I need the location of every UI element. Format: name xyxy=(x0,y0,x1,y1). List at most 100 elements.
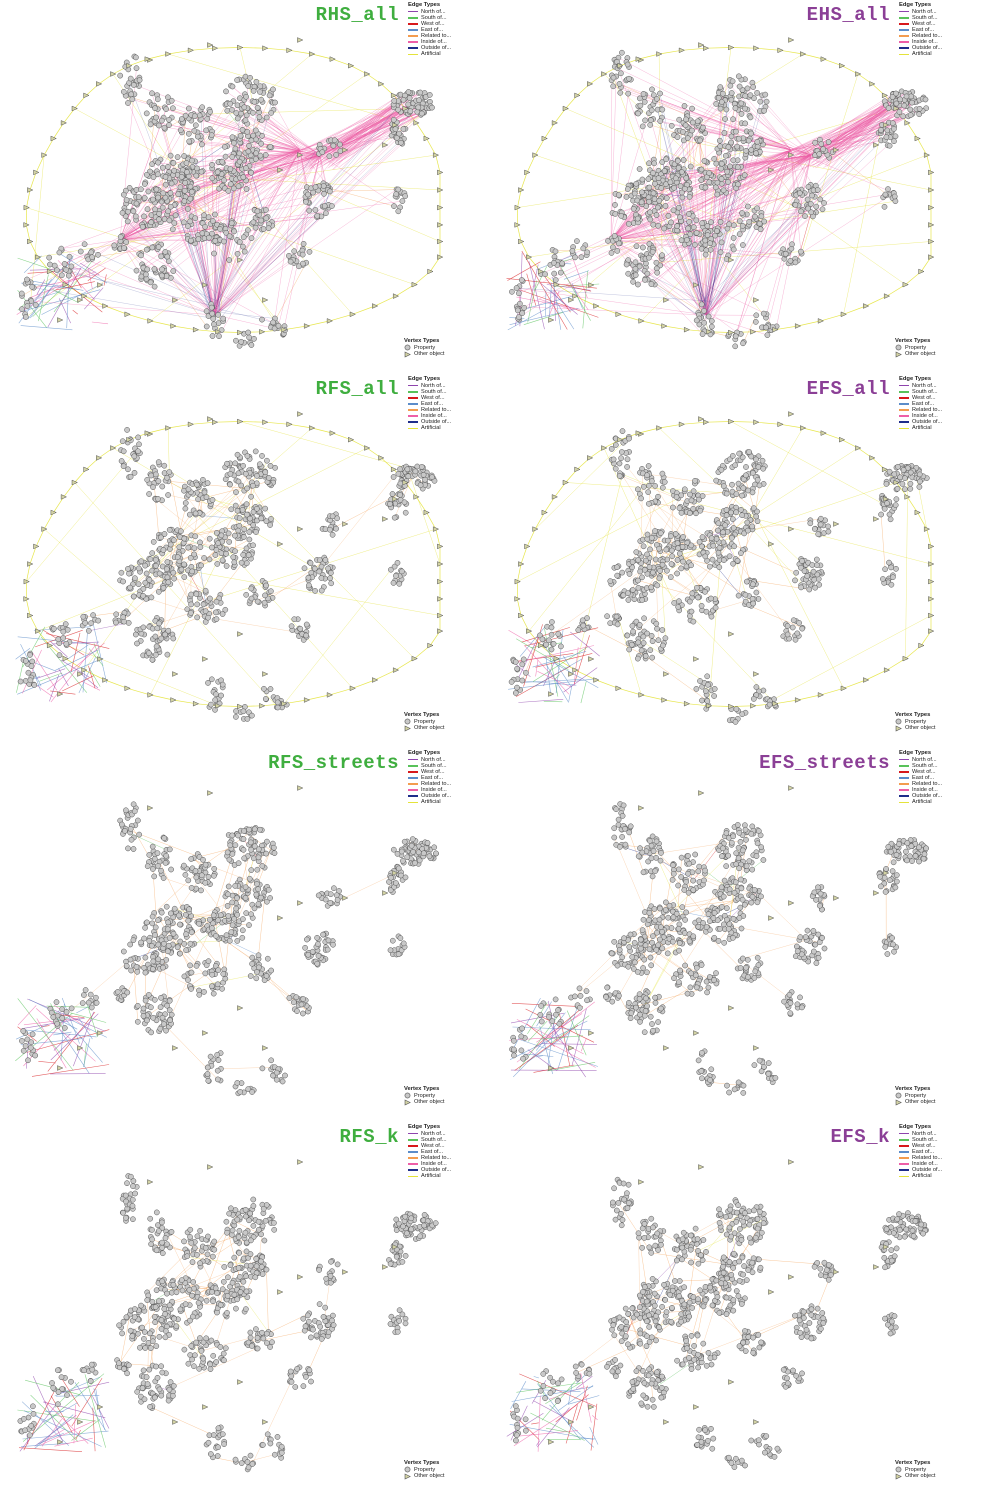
property-vertex xyxy=(138,252,144,259)
property-vertex xyxy=(674,557,681,563)
property-vertex xyxy=(705,313,712,320)
edge xyxy=(508,678,598,690)
edge xyxy=(705,314,768,336)
other-object-vertex xyxy=(71,479,79,486)
property-vertex xyxy=(572,254,578,261)
property-vertex xyxy=(752,319,759,325)
property-vertex xyxy=(233,337,239,344)
other-object-vertex xyxy=(423,509,430,516)
property-vertex xyxy=(254,505,260,512)
edge-legend-item: Artificial xyxy=(408,425,488,431)
property-vertex xyxy=(683,116,689,123)
edge xyxy=(143,154,321,270)
edge xyxy=(516,598,522,616)
property-vertex xyxy=(678,565,685,572)
property-vertex xyxy=(125,208,131,215)
property-vertex xyxy=(619,49,625,56)
graph-panel-rhs-all: RHS_all Edge Types North of... South of..… xyxy=(0,0,491,373)
edge xyxy=(211,206,323,319)
property-vertex xyxy=(95,617,102,624)
edge xyxy=(214,174,243,316)
edge xyxy=(84,287,104,310)
edge xyxy=(703,154,812,323)
property-vertex xyxy=(402,193,409,199)
property-vertex xyxy=(171,537,177,544)
property-vertex xyxy=(399,568,405,575)
edge xyxy=(214,127,397,316)
other-object-vertex xyxy=(615,311,622,318)
property-vertex xyxy=(675,204,682,211)
edge xyxy=(519,626,546,657)
property-vertex xyxy=(148,219,155,226)
property-vertex xyxy=(327,526,333,533)
property-vertex xyxy=(297,625,304,632)
property-vertex xyxy=(95,251,101,258)
property-vertex xyxy=(262,696,269,702)
edge xyxy=(214,189,397,316)
property-vertex xyxy=(248,595,255,602)
edge xyxy=(74,482,278,708)
edge xyxy=(15,647,31,660)
edge xyxy=(37,630,51,646)
edge xyxy=(907,122,918,139)
property-vertex xyxy=(639,189,645,196)
property-vertex xyxy=(401,499,408,506)
edge xyxy=(88,665,96,689)
property-vertex xyxy=(388,566,394,573)
property-vertex xyxy=(244,716,251,722)
property-vertex xyxy=(735,73,742,80)
property-vertex xyxy=(885,105,892,112)
other-object-vertex xyxy=(97,282,104,288)
property-vertex xyxy=(201,489,208,496)
property-vertex xyxy=(216,333,222,340)
edge xyxy=(232,119,262,138)
property-vertex xyxy=(610,456,617,463)
property-vertex xyxy=(668,533,674,539)
edge xyxy=(735,154,812,336)
other-object-vertex xyxy=(281,326,288,333)
other-object-vertex xyxy=(728,329,735,336)
property-vertex xyxy=(192,533,199,540)
edge xyxy=(152,154,321,165)
edge xyxy=(775,325,798,331)
property-vertex xyxy=(612,465,619,472)
property-vertex xyxy=(168,180,175,187)
property-vertex xyxy=(607,578,614,584)
property-vertex xyxy=(170,160,177,166)
property-vertex xyxy=(635,486,641,493)
edge xyxy=(84,669,106,681)
property-vertex xyxy=(146,650,152,656)
property-vertex xyxy=(130,82,137,88)
edge xyxy=(534,138,545,156)
property-vertex xyxy=(312,207,319,213)
property-vertex xyxy=(171,575,177,582)
property-vertex xyxy=(686,193,693,200)
property-vertex xyxy=(225,188,232,194)
edge-legend-item: Outside of... xyxy=(899,45,979,51)
property-vertex xyxy=(127,473,134,480)
property-vertex xyxy=(153,114,159,121)
property-vertex xyxy=(390,474,397,480)
property-vertex xyxy=(736,231,743,237)
edge xyxy=(508,630,536,647)
edge xyxy=(29,615,39,632)
property-vertex xyxy=(809,192,815,199)
edge xyxy=(516,633,541,682)
property-vertex xyxy=(88,249,95,256)
property-vertex xyxy=(259,316,265,323)
edge xyxy=(169,472,182,532)
edge xyxy=(41,282,104,315)
property-vertex xyxy=(735,480,742,487)
property-vertex xyxy=(674,223,680,229)
property-vertex xyxy=(811,526,818,532)
property-vertex xyxy=(328,580,335,587)
property-vertex xyxy=(674,540,681,547)
edge xyxy=(16,660,24,693)
property-vertex xyxy=(135,194,142,200)
property-vertex xyxy=(390,580,397,586)
property-vertex xyxy=(56,652,63,659)
edge xyxy=(129,82,321,156)
edge xyxy=(548,290,560,317)
edge xyxy=(711,149,792,322)
property-vertex xyxy=(18,290,25,297)
